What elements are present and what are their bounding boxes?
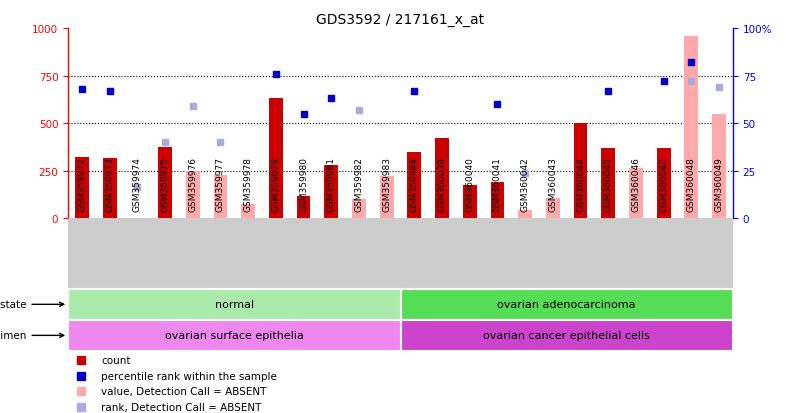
Bar bbox=[186, 171, 199, 219]
Bar bbox=[324, 166, 338, 219]
Bar bbox=[241, 205, 255, 219]
Bar bbox=[296, 196, 311, 219]
Bar bbox=[463, 186, 477, 219]
Text: value, Detection Call = ABSENT: value, Detection Call = ABSENT bbox=[101, 386, 267, 396]
Bar bbox=[400, 320, 733, 351]
Bar bbox=[103, 159, 117, 219]
Bar bbox=[712, 114, 726, 219]
Bar bbox=[75, 157, 89, 219]
Bar bbox=[684, 36, 698, 219]
Text: count: count bbox=[101, 355, 131, 366]
Bar bbox=[352, 200, 366, 219]
Bar bbox=[574, 124, 587, 219]
Bar bbox=[629, 169, 643, 219]
Text: ovarian surface epithelia: ovarian surface epithelia bbox=[165, 330, 304, 341]
Bar bbox=[214, 175, 227, 219]
Bar bbox=[269, 99, 283, 219]
Title: GDS3592 / 217161_x_at: GDS3592 / 217161_x_at bbox=[316, 12, 485, 26]
Bar bbox=[400, 289, 733, 320]
Text: specimen: specimen bbox=[0, 330, 64, 341]
Text: rank, Detection Call = ABSENT: rank, Detection Call = ABSENT bbox=[101, 402, 262, 412]
Bar bbox=[657, 149, 670, 219]
Bar bbox=[490, 183, 505, 219]
Bar bbox=[380, 176, 393, 219]
Bar bbox=[68, 320, 400, 351]
Bar bbox=[158, 148, 172, 219]
Text: disease state: disease state bbox=[0, 299, 64, 310]
Bar bbox=[68, 289, 400, 320]
Bar bbox=[602, 149, 615, 219]
Text: percentile rank within the sample: percentile rank within the sample bbox=[101, 371, 277, 381]
Bar bbox=[546, 199, 560, 219]
Text: ovarian adenocarcinoma: ovarian adenocarcinoma bbox=[497, 299, 636, 310]
Bar bbox=[408, 152, 421, 219]
Bar bbox=[435, 139, 449, 219]
Bar bbox=[518, 210, 532, 219]
Text: ovarian cancer epithelial cells: ovarian cancer epithelial cells bbox=[483, 330, 650, 341]
Text: normal: normal bbox=[215, 299, 254, 310]
